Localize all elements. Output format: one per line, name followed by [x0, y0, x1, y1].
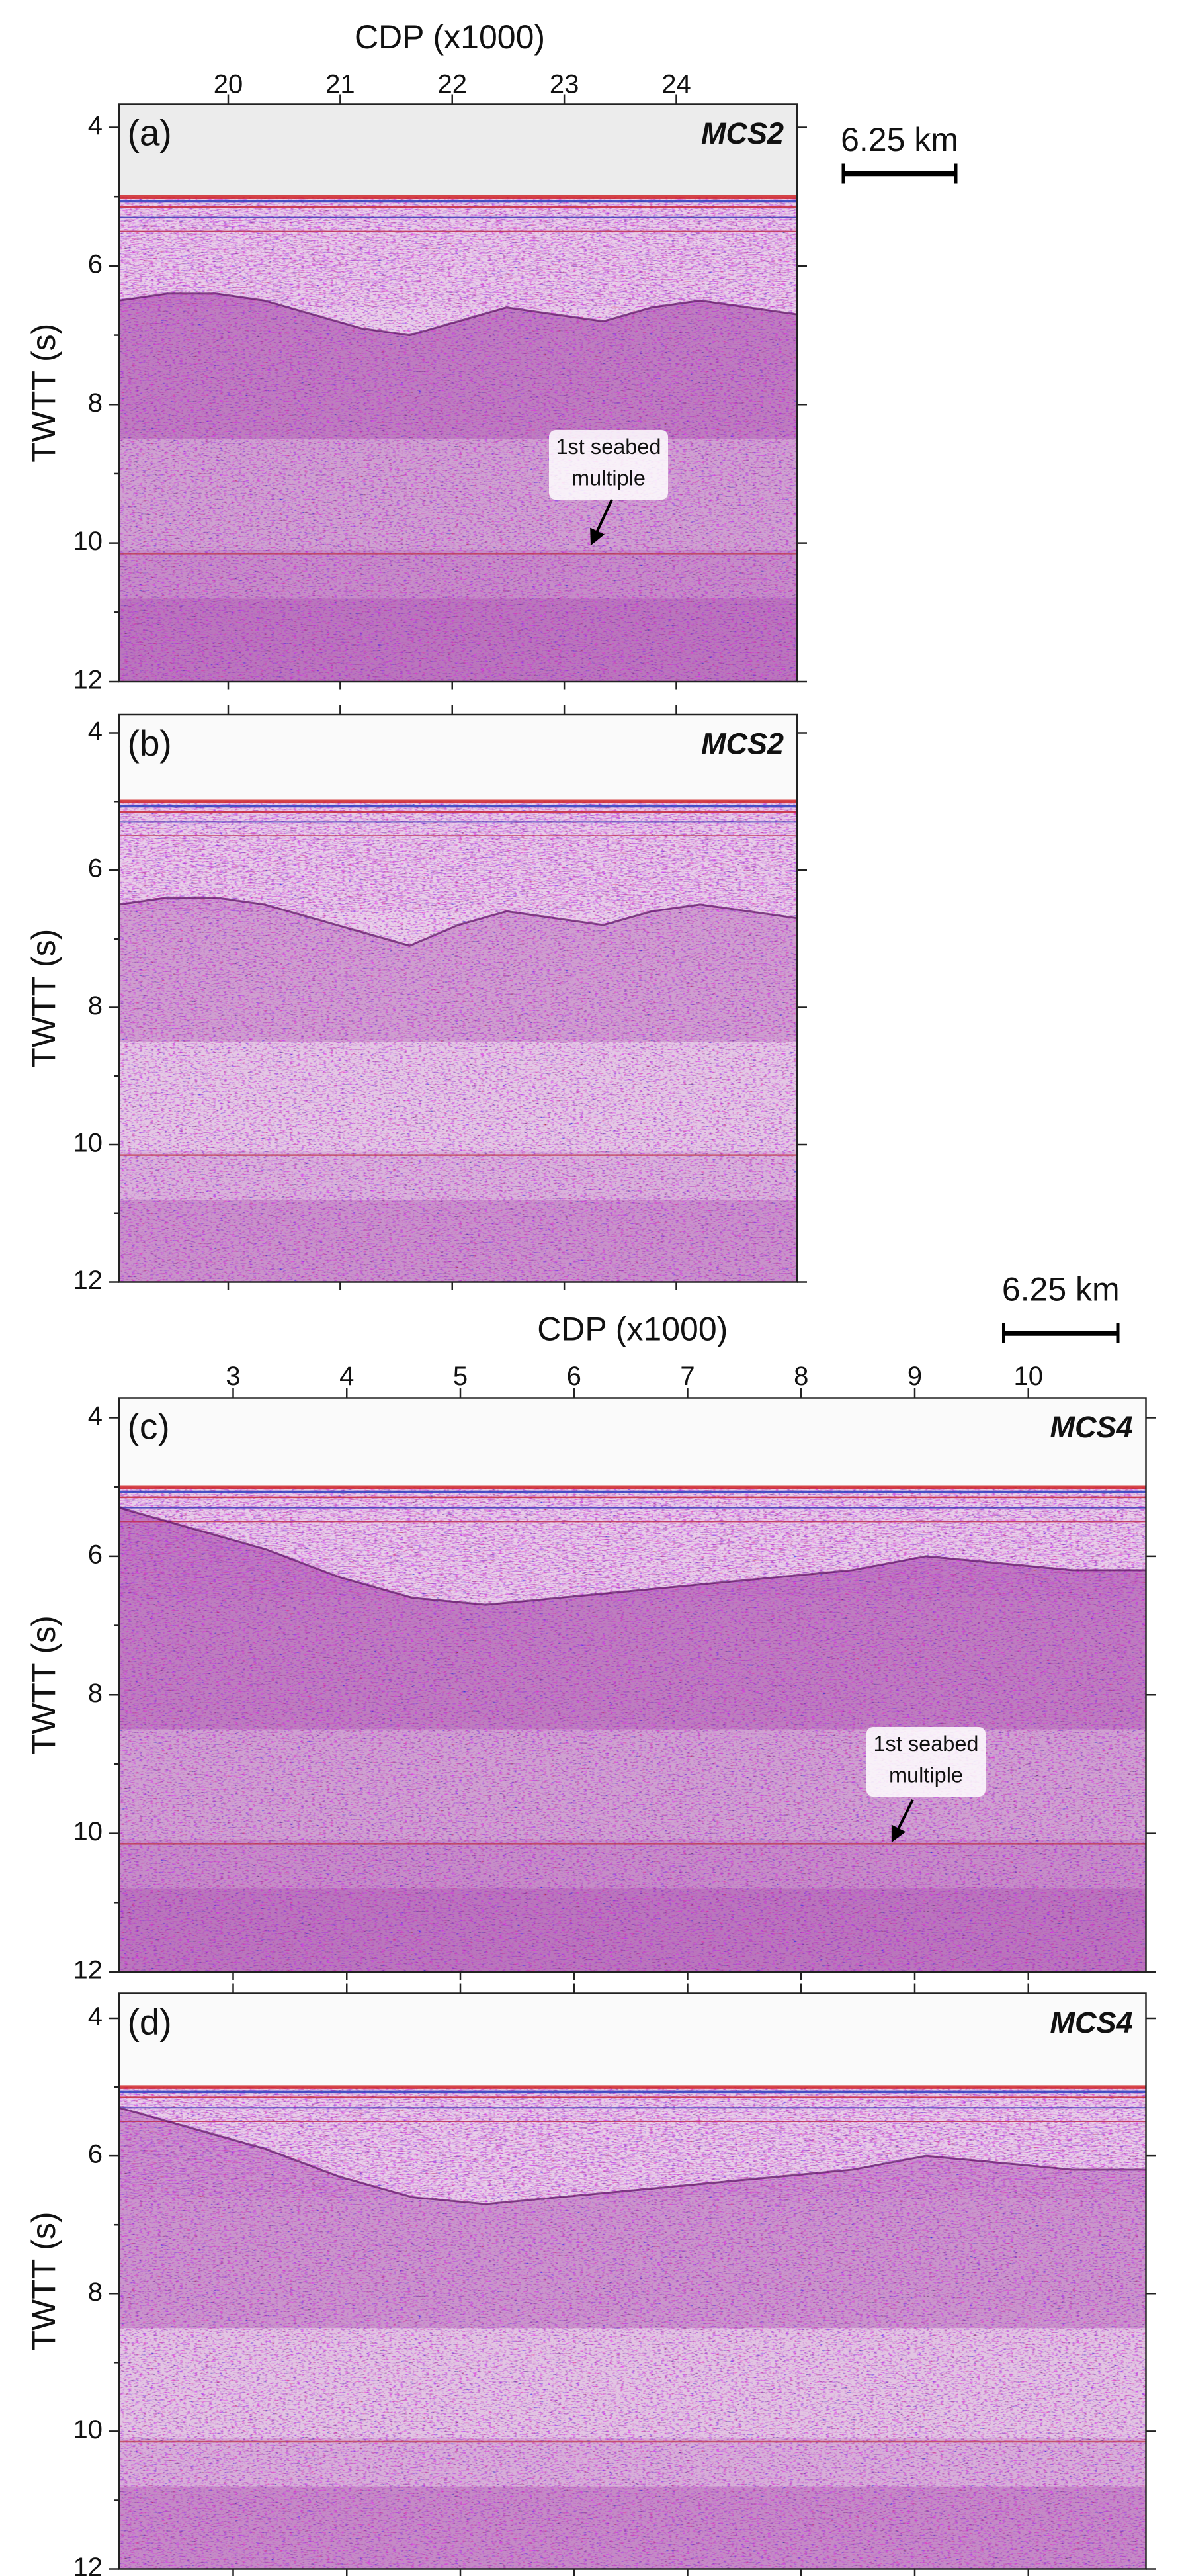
noise [119, 801, 798, 912]
y-tick-label: 12 [73, 1266, 103, 1295]
annotation-bg [866, 1727, 986, 1797]
y-axis-title: TWTT (s) [25, 929, 62, 1068]
x-tick-label: 3 [226, 1362, 240, 1391]
frame [118, 103, 798, 683]
y-axis-title: TWTT (s) [25, 1615, 62, 1754]
panel: 4 6 8 10 12 TWTT (s) 20 21 22 23 24 CDP (x1000) 6.25… [25, 19, 958, 694]
panel: 4 6 8 10 12 TWTT (s) (b) MCS2 [25, 705, 808, 1295]
y-tick-label: 4 [88, 717, 103, 746]
panel-label: (d) [128, 2002, 172, 2043]
water-column [119, 1398, 1146, 1488]
y-axis-title: TWTT (s) [25, 2211, 62, 2350]
frame [118, 1992, 1147, 2570]
y-tick-label: 10 [73, 1129, 103, 1158]
scale-label: 6.25 km [841, 121, 958, 158]
panel-label: (c) [128, 1406, 170, 1447]
x-tick-label: 21 [325, 70, 355, 99]
panel-label: (a) [128, 112, 172, 154]
y-tick-label: 4 [88, 111, 103, 140]
x-tick-label: 23 [550, 70, 579, 99]
annotation-arrow [590, 499, 613, 546]
water-column [119, 1993, 1146, 2088]
seismic-section [119, 715, 798, 1282]
panel: 4 6 8 10 12 TWTT (s) (d) MCS4 [25, 1983, 1156, 2576]
line-name: MCS4 [1050, 1410, 1132, 1444]
seabed-reflector [119, 2106, 1146, 2205]
y-tick-label: 12 [73, 1956, 103, 1985]
y-tick-label: 12 [73, 2553, 103, 2576]
seismic-section [119, 1993, 1146, 2569]
seabed-reflector [119, 896, 798, 947]
y-tick-label: 10 [73, 1817, 103, 1846]
x-tick-label: 9 [907, 1362, 922, 1391]
y-tick-label: 6 [88, 2140, 103, 2169]
x-tick-label: 20 [214, 70, 243, 99]
x-axis-title: CDP (x1000) [355, 19, 545, 56]
line-name: MCS2 [701, 116, 784, 150]
y-tick-label: 6 [88, 249, 103, 279]
annotation: multiple [889, 1763, 963, 1787]
panel-label: (b) [128, 723, 172, 764]
y-tick-label: 4 [88, 1401, 103, 1431]
scale-label: 6.25 km [1002, 1271, 1120, 1308]
seabed-reflector [119, 292, 798, 337]
x-tick-label: 10 [1014, 1362, 1044, 1391]
water-column [119, 715, 798, 802]
y-tick-label: 6 [88, 1540, 103, 1569]
y-tick-label: 12 [73, 666, 103, 695]
y-tick-label: 8 [88, 991, 103, 1020]
annotation: multiple [571, 466, 646, 490]
x-tick-label: 7 [680, 1362, 695, 1391]
panel: 4 6 8 10 12 TWTT (s) 3 4 5 6 7 8 9 10 CDP (x1000) 6.25 … [25, 1271, 1156, 1985]
annotation: 1st seabed [873, 1732, 978, 1755]
seismic-section [119, 104, 798, 682]
line-name: MCS4 [1050, 2006, 1132, 2039]
y-tick-label: 4 [88, 2002, 103, 2031]
frame [118, 1397, 1147, 1973]
annotation: 1st seabed [556, 435, 661, 459]
seismic-section [119, 1398, 1146, 1972]
y-tick-label: 8 [88, 388, 103, 418]
noise [119, 1487, 1146, 1598]
y-tick-label: 8 [88, 1679, 103, 1708]
water-column [119, 104, 798, 197]
line-name: MCS2 [701, 727, 784, 760]
annotation-bg [549, 430, 669, 500]
annotation-arrow [891, 1799, 914, 1843]
x-tick-label: 4 [339, 1362, 354, 1391]
y-axis-title: TWTT (s) [25, 324, 62, 463]
noise [119, 2087, 1146, 2198]
x-tick-label: 6 [567, 1362, 581, 1391]
y-tick-label: 10 [73, 2415, 103, 2444]
y-tick-label: 6 [88, 854, 103, 883]
noise [119, 197, 798, 308]
seabed-reflector [119, 1507, 1146, 1606]
x-tick-label: 8 [794, 1362, 808, 1391]
y-tick-label: 10 [73, 527, 103, 556]
x-axis-title: CDP (x1000) [537, 1311, 728, 1348]
frame [118, 713, 798, 1283]
x-tick-label: 5 [453, 1362, 468, 1391]
x-tick-label: 24 [661, 70, 691, 99]
y-tick-label: 8 [88, 2278, 103, 2307]
x-tick-label: 22 [438, 70, 467, 99]
